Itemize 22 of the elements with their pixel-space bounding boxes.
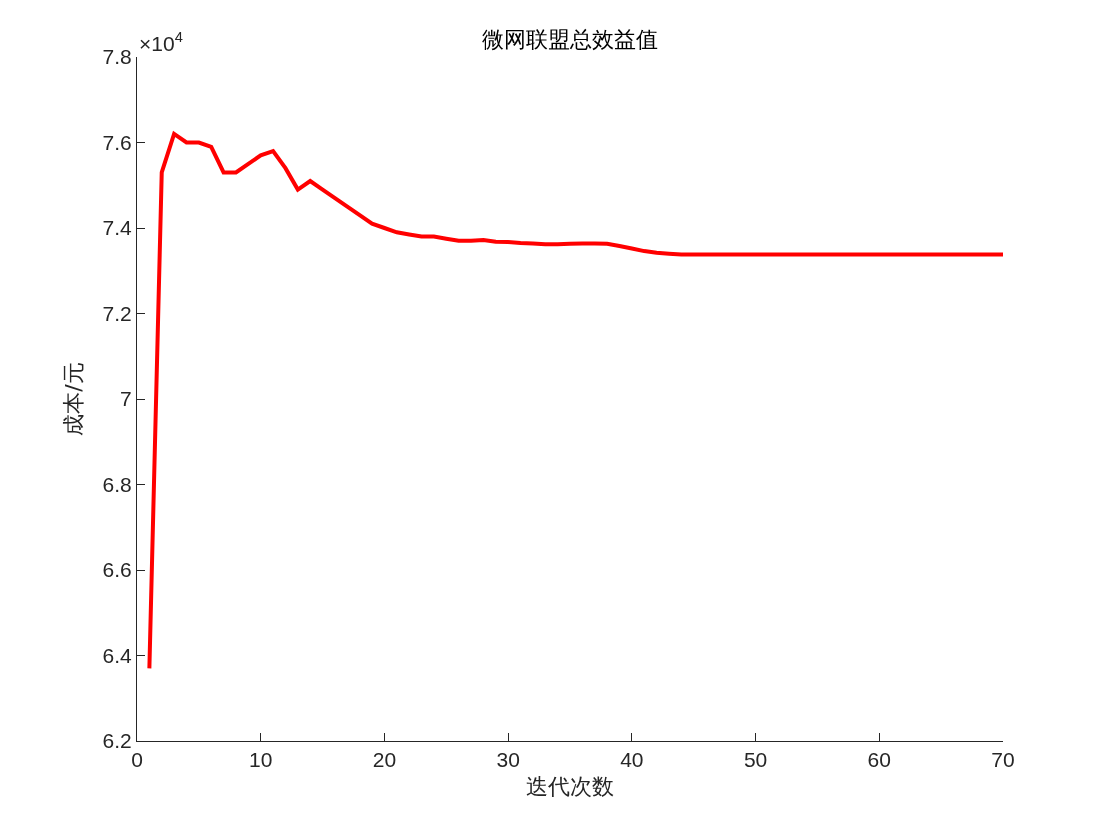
chart-title: 微网联盟总效益值 [482,27,658,52]
y-tick-label: 6.8 [102,472,132,496]
x-tick-label: 50 [743,748,768,772]
x-axis-title: 迭代次数 [526,774,614,800]
y-tick-label: 6.4 [102,643,133,667]
text: ×10$^{4}$ [139,29,183,55]
y-tick-label: 7.4 [102,216,133,240]
y-tick-label: 7.6 [102,130,132,154]
y-axis-title: 成本/元 [61,362,87,436]
y-tick-label: 7 [120,387,132,411]
line-series [147,131,1003,671]
x-tick-label: 0 [131,748,143,772]
y-tick-label: 6.6 [102,558,132,582]
x-tick-label: 20 [372,748,397,772]
x-tick-label: 40 [620,748,644,772]
y-tick-label: 6.2 [102,729,132,753]
x-tick-label: 30 [496,748,520,772]
x-tick-label: 60 [867,748,891,772]
x-tick-label: 10 [249,748,273,772]
y-tick-label: 7.8 [102,45,132,69]
y-tick-label: 7.2 [102,301,132,325]
x-tick-label: 70 [991,748,1015,772]
